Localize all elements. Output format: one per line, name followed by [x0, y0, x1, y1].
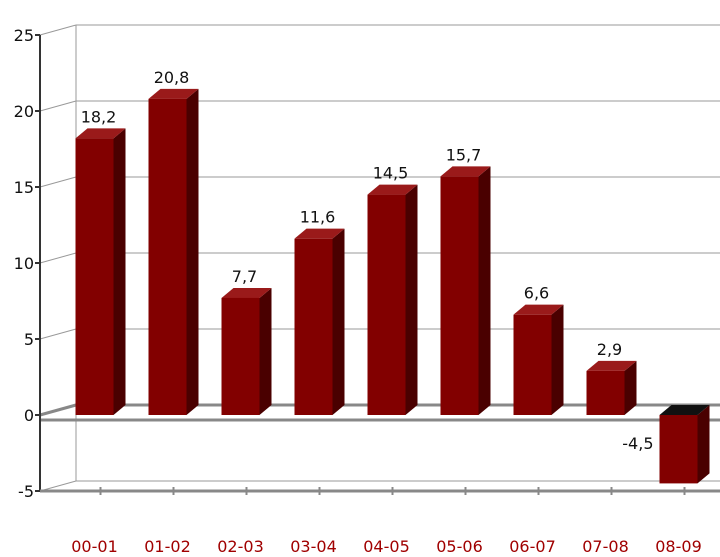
x-tick-label: 03-04	[290, 537, 337, 556]
bar-side	[624, 360, 637, 415]
bar	[659, 415, 698, 484]
bar-side	[332, 228, 345, 415]
bar-side	[186, 88, 199, 415]
bar-top	[148, 88, 199, 99]
bar	[221, 297, 260, 415]
x-tick-label: 05-06	[436, 537, 483, 556]
y-tick-label: 20	[14, 102, 34, 121]
data-label: 18,2	[81, 107, 117, 126]
y-tick-label: 0	[24, 406, 34, 425]
bar-top	[659, 405, 710, 415]
x-tick-label: 00-01	[71, 537, 118, 556]
data-label: -4,5	[622, 434, 653, 453]
bar-side	[113, 128, 126, 416]
bar-top	[586, 360, 637, 371]
floor-side-edge	[39, 403, 77, 417]
x-tick-label: 01-02	[144, 537, 191, 556]
y-tick-label: 5	[24, 330, 34, 349]
bars	[75, 88, 710, 484]
data-label: 20,8	[154, 68, 190, 87]
bar	[294, 238, 333, 415]
y-tick-label: -5	[18, 482, 34, 501]
bar	[75, 138, 114, 416]
bar	[513, 314, 552, 415]
gridline-side	[39, 100, 77, 112]
bar	[367, 194, 406, 415]
gridline-side	[39, 480, 77, 492]
x-tick-label: 07-08	[582, 537, 629, 556]
y-tick-label: 25	[14, 26, 34, 45]
bar-side	[697, 405, 710, 484]
gridline-side	[39, 176, 77, 188]
bar-side	[551, 304, 564, 415]
data-label: 7,7	[232, 267, 257, 286]
bar	[586, 370, 625, 415]
y-tick-label: 10	[14, 254, 34, 273]
bar-top	[221, 287, 272, 298]
gridline-side	[39, 252, 77, 264]
x-tick-label: 08-09	[655, 537, 702, 556]
gridline-side	[39, 24, 77, 36]
data-label: 6,6	[524, 284, 549, 303]
bar-top	[367, 184, 418, 195]
data-label: 14,5	[373, 164, 409, 183]
bar-side	[405, 184, 418, 415]
bar-top	[513, 304, 564, 315]
axes	[35, 34, 720, 495]
bar	[148, 98, 187, 415]
bar-side	[259, 287, 272, 415]
data-label: 11,6	[300, 208, 336, 227]
bar-side	[478, 166, 491, 415]
x-tick-label: 06-07	[509, 537, 556, 556]
x-tick-label: 02-03	[217, 537, 264, 556]
gridline-side	[39, 328, 77, 340]
bar-top	[294, 228, 345, 239]
bar-top	[75, 128, 126, 139]
y-tick-label: 15	[14, 178, 34, 197]
bar	[440, 176, 479, 415]
data-label: 15,7	[446, 145, 482, 164]
x-tick-label: 04-05	[363, 537, 410, 556]
data-label: 2,9	[597, 340, 622, 359]
bar-top	[440, 166, 491, 177]
labels: 25 20 15 10 5 0 -5 18,2 00-01 20,8 01-02 7,7 02-03 11…	[14, 26, 702, 556]
